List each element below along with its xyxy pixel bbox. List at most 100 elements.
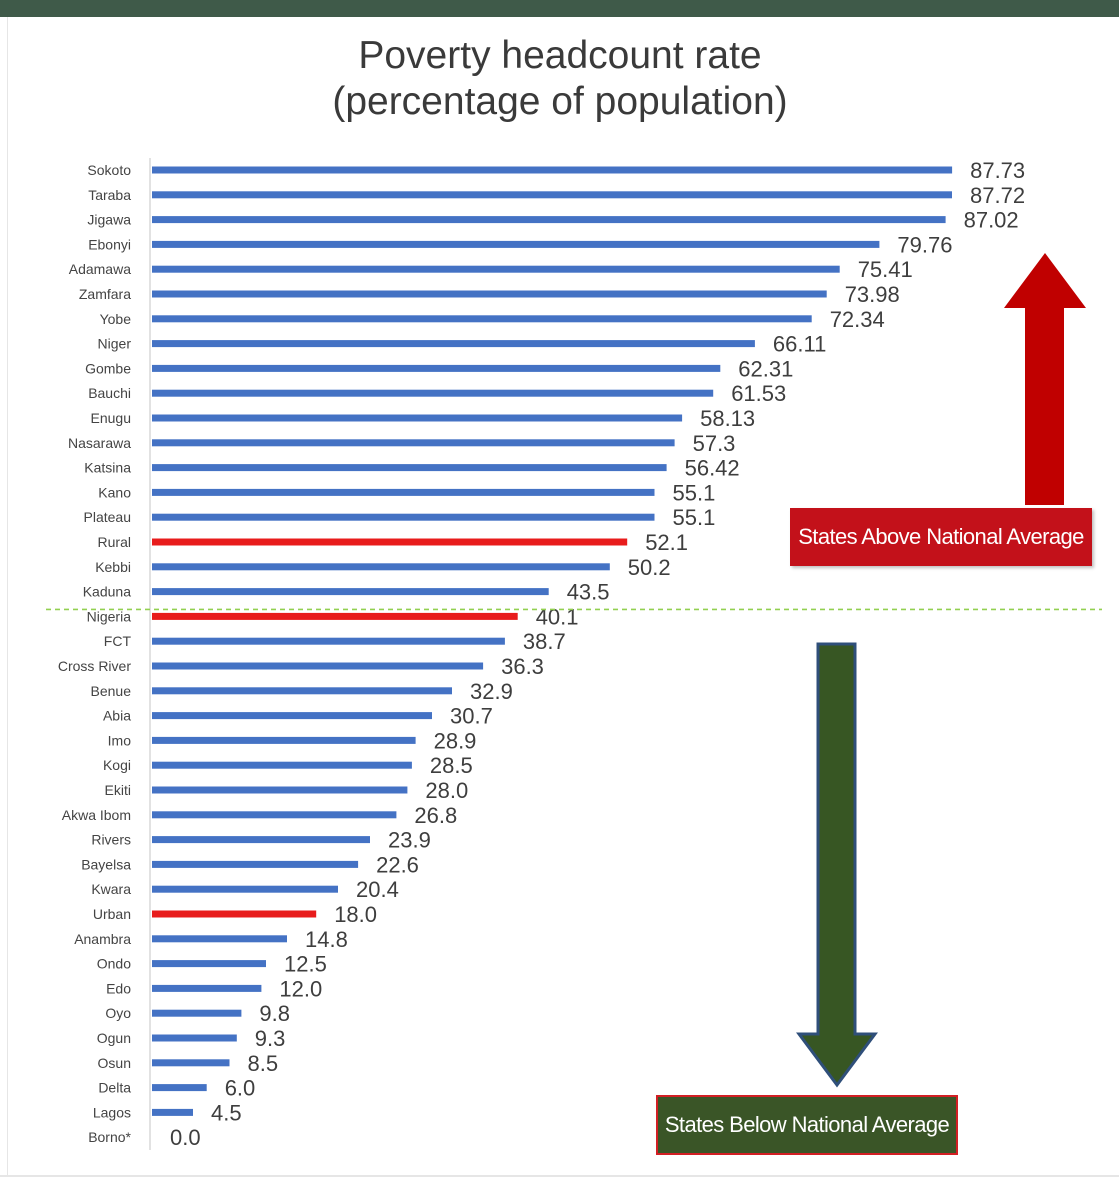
category-label-delta: Delta: [98, 1080, 131, 1096]
value-label-adamawa: 75.41: [858, 257, 913, 282]
bar-bauchi: [152, 389, 714, 397]
category-label-osun: Osun: [98, 1055, 131, 1071]
value-label-yobe: 72.34: [830, 307, 885, 332]
bar-ondo: [152, 960, 266, 968]
value-label-kebbi: 50.2: [628, 555, 671, 580]
header-strip: [0, 0, 1119, 17]
category-label-bauchi: Bauchi: [88, 385, 131, 401]
category-label-adamawa: Adamawa: [69, 261, 131, 277]
category-label-abia: Abia: [103, 708, 131, 724]
arrow-up-icon: [1004, 253, 1086, 505]
bar-kogi: [152, 761, 412, 769]
bar-bayelsa: [152, 860, 359, 868]
category-label-kogi: Kogi: [103, 757, 131, 773]
value-label-kano: 55.1: [673, 480, 716, 505]
value-label-bayelsa: 22.6: [376, 852, 419, 877]
states-below-average-box: States Below National Average: [656, 1095, 958, 1155]
value-label-delta: 6.0: [225, 1076, 256, 1101]
bar-fct: [152, 637, 505, 645]
category-label-cross-river: Cross River: [58, 658, 131, 674]
category-label-borno: Borno*: [88, 1129, 131, 1145]
bar-kwara: [152, 885, 338, 893]
bar-benue: [152, 687, 452, 695]
bar-lagos: [152, 1108, 193, 1116]
value-label-osun: 8.5: [248, 1051, 279, 1076]
bar-plateau: [152, 513, 655, 521]
bar-ebonyi: [152, 240, 880, 248]
category-label-rivers: Rivers: [91, 832, 131, 848]
category-label-imo: Imo: [108, 732, 132, 748]
value-label-ogun: 9.3: [255, 1026, 286, 1051]
category-label-ekiti: Ekiti: [105, 782, 131, 798]
value-label-cross-river: 36.3: [501, 654, 544, 679]
category-label-nasarawa: Nasarawa: [68, 435, 131, 451]
category-label-edo: Edo: [106, 980, 131, 996]
category-label-jigawa: Jigawa: [87, 212, 131, 228]
bar-gombe: [152, 364, 721, 372]
category-label-sokoto: Sokoto: [87, 162, 131, 178]
bar-akwa-ibom: [152, 811, 397, 819]
chart-subtitle: (percentage of population): [332, 80, 788, 123]
bar-abia: [152, 712, 432, 720]
bar-oyo: [152, 1009, 242, 1017]
category-label-ebonyi: Ebonyi: [88, 236, 131, 252]
value-label-edo: 12.0: [279, 976, 322, 1001]
value-label-nigeria: 40.1: [536, 604, 579, 629]
bar-kaduna: [152, 588, 549, 596]
value-label-anambra: 14.8: [305, 927, 348, 952]
value-label-enugu: 58.13: [700, 406, 755, 431]
value-label-fct: 38.7: [523, 629, 566, 654]
bar-ekiti: [152, 786, 408, 794]
bar-anambra: [152, 935, 287, 943]
category-label-benue: Benue: [91, 683, 132, 699]
value-label-urban: 18.0: [334, 902, 377, 927]
category-labels: Sokoto Taraba Jigawa Ebonyi Adamawa Zamfara Yo…: [58, 162, 132, 1145]
value-label-imo: 28.9: [434, 728, 477, 753]
category-label-anambra: Anambra: [74, 931, 131, 947]
category-label-plateau: Plateau: [84, 509, 131, 525]
arrow-down-icon: [796, 642, 878, 1088]
value-label-kwara: 20.4: [356, 877, 399, 902]
category-label-gombe: Gombe: [85, 360, 131, 376]
left-border: [7, 17, 8, 1177]
bar-ogun: [152, 1034, 237, 1042]
category-label-urban: Urban: [93, 906, 131, 922]
value-label-rural: 52.1: [645, 530, 688, 555]
bar-cross-river: [152, 662, 484, 670]
category-label-ogun: Ogun: [97, 1030, 131, 1046]
category-label-zamfara: Zamfara: [79, 286, 131, 302]
category-label-nigeria: Nigeria: [87, 608, 132, 624]
category-label-kano: Kano: [98, 484, 131, 500]
value-label-ebonyi: 79.76: [897, 232, 952, 257]
value-label-akwa-ibom: 26.8: [414, 803, 457, 828]
category-label-kebbi: Kebbi: [95, 559, 131, 575]
category-label-kaduna: Kaduna: [83, 584, 131, 600]
category-label-fct: FCT: [104, 633, 132, 649]
bar-osun: [152, 1059, 230, 1067]
bar-katsina: [152, 464, 667, 472]
bar-adamawa: [152, 265, 840, 273]
value-label-jigawa: 87.02: [964, 208, 1019, 233]
bar-edo: [152, 984, 262, 992]
category-label-ondo: Ondo: [97, 956, 131, 972]
category-label-lagos: Lagos: [93, 1104, 131, 1120]
value-label-taraba: 87.72: [970, 183, 1025, 208]
bar-enugu: [152, 414, 683, 422]
category-label-yobe: Yobe: [100, 311, 132, 327]
bar-kebbi: [152, 563, 610, 571]
value-label-katsina: 56.42: [685, 456, 740, 481]
value-label-lagos: 4.5: [211, 1100, 242, 1125]
category-label-akwa-ibom: Akwa Ibom: [62, 807, 131, 823]
bar-urban: [152, 910, 317, 918]
chart-title: Poverty headcount rate: [358, 34, 762, 77]
bar-imo: [152, 736, 416, 744]
value-label-oyo: 9.8: [259, 1001, 290, 1026]
value-label-ondo: 12.5: [284, 952, 327, 977]
category-label-bayelsa: Bayelsa: [81, 856, 131, 872]
value-label-abia: 30.7: [450, 704, 493, 729]
bars-layer: [152, 166, 953, 1116]
bar-zamfara: [152, 290, 827, 298]
value-label-ekiti: 28.0: [425, 778, 468, 803]
bar-niger: [152, 340, 755, 348]
